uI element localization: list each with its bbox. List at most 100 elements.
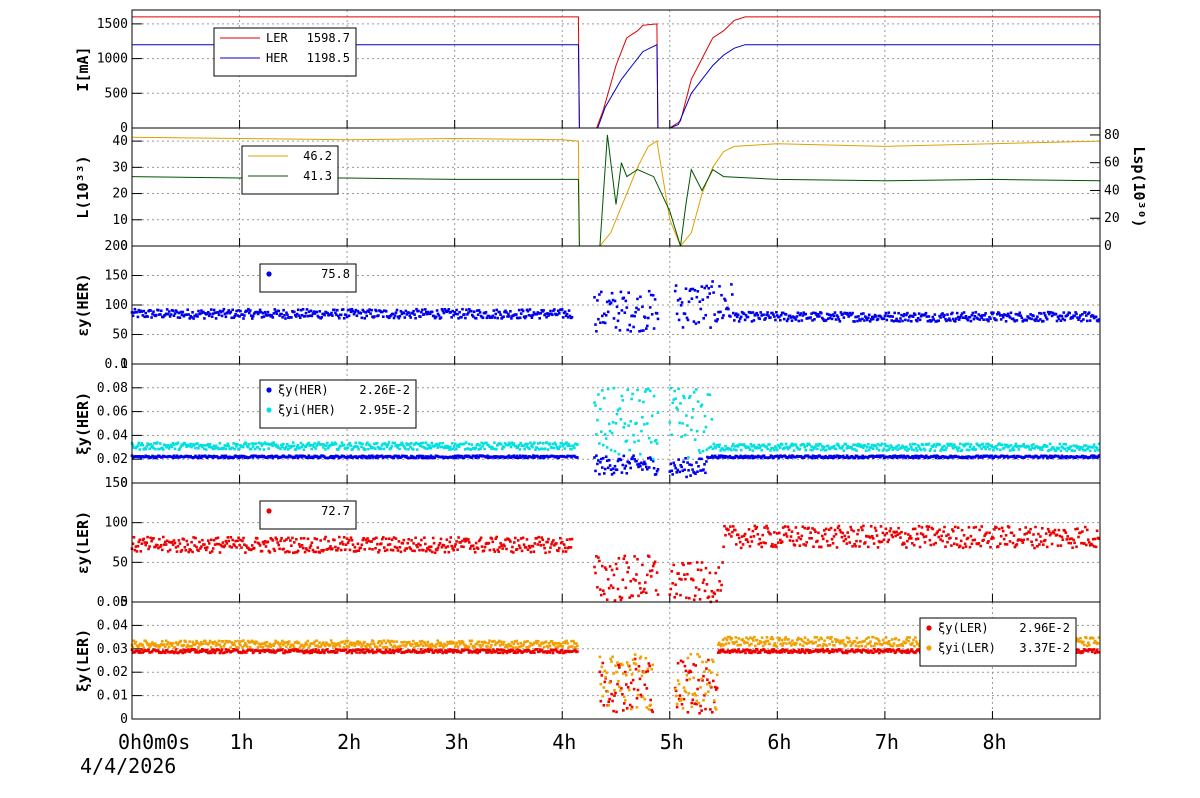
data-point: [656, 411, 660, 414]
data-point: [646, 467, 649, 471]
data-point: [523, 447, 526, 451]
data-point: [348, 308, 352, 311]
data-point: [495, 447, 498, 451]
data-point: [436, 312, 440, 316]
data-point: [773, 315, 776, 318]
data-point: [824, 448, 828, 452]
data-point: [733, 456, 737, 459]
data-point: [675, 592, 678, 596]
data-point: [243, 543, 246, 546]
data-point: [404, 447, 407, 451]
data-point: [486, 454, 489, 458]
data-point: [534, 448, 537, 451]
data-point: [700, 457, 703, 461]
data-point: [803, 446, 806, 449]
data-point: [613, 599, 617, 602]
data-point: [1045, 445, 1049, 448]
data-point: [595, 433, 598, 436]
data-point: [671, 582, 674, 585]
data-point: [718, 443, 721, 447]
data-point: [366, 441, 369, 444]
data-point: [560, 648, 564, 652]
data-point: [827, 456, 830, 459]
data-point: [161, 651, 164, 654]
data-point: [841, 312, 845, 316]
data-point: [796, 311, 800, 315]
data-point: [955, 537, 958, 540]
data-point: [1013, 319, 1017, 323]
data-point: [245, 442, 248, 445]
data-point: [749, 456, 752, 460]
data-point: [817, 444, 820, 447]
data-point: [403, 446, 406, 449]
data-point: [430, 310, 434, 314]
y-tick-label: 0.02: [97, 452, 128, 467]
data-point: [995, 526, 998, 529]
data-point: [543, 447, 547, 450]
data-point: [1085, 444, 1088, 447]
data-point: [373, 537, 376, 540]
data-point: [682, 563, 685, 567]
data-point: [179, 310, 183, 314]
data-point: [233, 544, 236, 548]
data-point: [867, 443, 870, 446]
data-point: [770, 455, 774, 458]
data-point: [455, 447, 458, 451]
data-point: [861, 444, 864, 448]
data-point: [140, 441, 144, 445]
data-point: [962, 311, 966, 314]
data-point: [564, 314, 568, 318]
data-point: [619, 458, 623, 462]
data-point: [783, 446, 787, 449]
data-point: [638, 330, 641, 333]
data-point: [539, 648, 542, 651]
data-point: [842, 539, 846, 543]
data-point: [1082, 448, 1085, 452]
data-point: [276, 444, 279, 447]
data-point: [609, 448, 613, 452]
data-point: [859, 539, 862, 543]
data-point: [911, 542, 914, 545]
data-point: [610, 473, 614, 476]
data-point: [927, 442, 931, 446]
data-point: [495, 535, 498, 539]
data-point: [169, 443, 173, 447]
data-point: [1073, 541, 1076, 545]
data-point: [727, 650, 731, 653]
data-point: [490, 447, 493, 450]
data-point: [762, 313, 765, 316]
data-point: [728, 651, 732, 654]
data-point: [697, 588, 701, 591]
data-point: [1064, 443, 1068, 446]
data-point: [988, 447, 991, 451]
data-point: [909, 443, 912, 446]
data-point: [677, 572, 680, 575]
data-point: [199, 312, 202, 315]
data-point: [928, 538, 932, 542]
data-point: [345, 315, 349, 319]
data-point: [293, 456, 297, 459]
data-point: [918, 545, 922, 549]
data-point: [776, 532, 779, 535]
data-point: [670, 469, 674, 473]
data-point: [1075, 444, 1078, 448]
data-point: [159, 313, 162, 316]
data-point: [703, 286, 706, 290]
data-point: [900, 651, 904, 654]
data-point: [406, 443, 409, 447]
y-tick-label: 0.08: [97, 381, 128, 396]
data-point: [907, 533, 910, 536]
data-point: [805, 444, 808, 448]
data-point: [282, 308, 285, 312]
data-point: [547, 314, 550, 317]
data-point: [678, 470, 681, 474]
data-point: [910, 648, 913, 651]
data-point: [1013, 444, 1017, 448]
data-point: [790, 530, 794, 533]
data-point: [453, 311, 456, 314]
data-point: [1077, 445, 1080, 449]
data-point: [307, 549, 311, 553]
data-point: [134, 545, 138, 548]
data-point: [430, 648, 434, 652]
y-right-axis-title: Lsp(10³⁰): [1130, 146, 1148, 227]
